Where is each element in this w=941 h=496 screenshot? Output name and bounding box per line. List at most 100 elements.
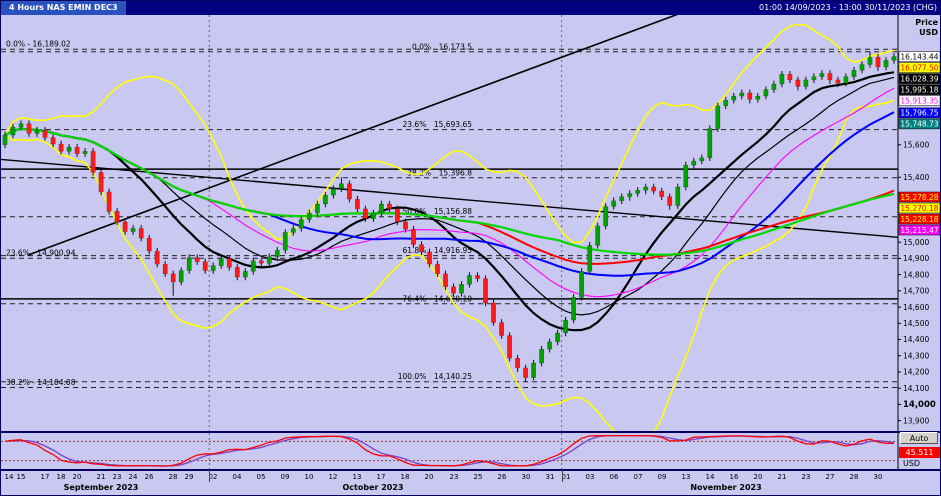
date-axis: 14 15 17 18 20 21 23 24 26 28 29 02 04 05 09 10 12 13 17 18… bbox=[1, 470, 940, 495]
date-tick-label: 15 bbox=[16, 473, 26, 481]
price-box-value: 16,143.44 bbox=[900, 52, 938, 61]
candlesticks bbox=[2, 51, 897, 382]
fib-level-label: 50.0% 15,156.88 bbox=[403, 207, 473, 216]
fib-level-label: 61.8% 14,916.95 bbox=[403, 246, 473, 255]
date-tick-label: 17 bbox=[376, 473, 386, 481]
price-box bbox=[898, 213, 940, 225]
date-tick-label: 13 bbox=[352, 473, 362, 481]
auto-scale-button[interactable]: Auto bbox=[900, 432, 938, 444]
fib-left-label: 0.0% - 16,189.02 bbox=[6, 40, 71, 49]
date-tick-label: 25 bbox=[473, 473, 483, 481]
month-label: October 2023 bbox=[342, 483, 404, 492]
bollinger-upper-band bbox=[4, 23, 895, 244]
moving-average-14 bbox=[4, 71, 895, 332]
price-box bbox=[898, 62, 940, 73]
price-tick-label: 14,300 bbox=[903, 351, 929, 360]
price-box bbox=[898, 73, 940, 84]
price-box-value: 16,077.50 bbox=[900, 63, 938, 72]
date-tick-label: 10 bbox=[304, 473, 314, 481]
price-box-value: 15,995.18 bbox=[900, 85, 938, 94]
moving-average-70 bbox=[4, 127, 895, 256]
price-box bbox=[898, 95, 940, 106]
date-tick-label: 30 bbox=[873, 473, 883, 481]
fib-level-label: 100.0% 14,140.25 bbox=[398, 372, 472, 381]
date-tick-label: 21 bbox=[777, 473, 787, 481]
date-tick-label: 20 bbox=[72, 473, 82, 481]
price-label-boxes: 16,143.44 16,077.50 16,028.39 15,995.18 15,9… bbox=[898, 51, 940, 236]
date-tick-label: 07 bbox=[633, 473, 643, 481]
price-tick-label: 14,600 bbox=[903, 303, 929, 312]
oscillator-value-box: 45.511 bbox=[899, 447, 940, 458]
bollinger-lower-band bbox=[4, 99, 895, 432]
oscillator-unit-label: USD bbox=[903, 459, 921, 468]
fib-left-label: 38.2% - 14,104.08 bbox=[6, 378, 76, 387]
trendline bbox=[27, 15, 679, 256]
date-tick-label: 27 bbox=[825, 473, 835, 481]
price-box-value: 15,748.73 bbox=[900, 120, 938, 129]
price-tick-label: 14,100 bbox=[903, 384, 929, 393]
price-tick-label: 14,500 bbox=[903, 319, 929, 328]
date-tick-label: 24 bbox=[128, 473, 138, 481]
date-tick-label: 26 bbox=[144, 473, 154, 481]
fib-level-label: 0.0% 16,173.5 bbox=[412, 42, 472, 51]
date-tick-label: 09 bbox=[657, 473, 667, 481]
price-box bbox=[898, 202, 940, 214]
fib-left-label: 23.6% - 14,900.94 bbox=[6, 249, 76, 258]
month-separator bbox=[562, 470, 563, 482]
moving-average-60 bbox=[4, 127, 895, 265]
price-box bbox=[898, 107, 940, 119]
price-box-value: 15,796.75 bbox=[900, 109, 938, 118]
date-tick-label: 12 bbox=[328, 473, 338, 481]
date-tick-label: 14 bbox=[4, 473, 14, 481]
price-box bbox=[898, 118, 940, 130]
date-tick-label: 31 bbox=[545, 473, 555, 481]
date-tick-label: 18 bbox=[400, 473, 410, 481]
price-box bbox=[898, 191, 940, 203]
stochastic-d-line bbox=[4, 434, 895, 467]
date-tick-label: 20 bbox=[424, 473, 434, 481]
date-tick-label: 23 bbox=[801, 473, 811, 481]
price-box bbox=[898, 51, 940, 62]
price-tick-label: 14,700 bbox=[903, 287, 929, 296]
price-tick-label: 14,200 bbox=[903, 368, 929, 377]
date-tick-label: 16 bbox=[729, 473, 739, 481]
date-tick-label: 03 bbox=[585, 473, 595, 481]
date-tick-label: 23 bbox=[449, 473, 459, 481]
price-tick-label: 14,400 bbox=[903, 335, 929, 344]
date-tick-label: 09 bbox=[280, 473, 290, 481]
date-tick-label: 29 bbox=[184, 473, 194, 481]
date-tick-label: 13 bbox=[681, 473, 691, 481]
fib-level-label: 38.2% 15,396.8 bbox=[407, 168, 472, 177]
stochastic-k-line bbox=[4, 434, 894, 467]
price-box-value: 15,228.18 bbox=[900, 215, 938, 224]
price-box-value: 15,270.18 bbox=[900, 204, 938, 213]
price-box bbox=[898, 224, 940, 236]
date-tick-label: 18 bbox=[56, 473, 66, 481]
date-tick-label: 17 bbox=[40, 473, 50, 481]
title-bar: 4 Hours NAS EMIN DEC3 01:00 14/09/2023 -… bbox=[1, 1, 940, 15]
price-tick-label: 15,400 bbox=[903, 173, 929, 182]
date-tick-label: 01 bbox=[561, 473, 571, 481]
date-tick-label: 26 bbox=[497, 473, 507, 481]
main-plot-area[interactable]: 0.0% 16,173.5 23.6% 15,693.65 38.2% 15,396… bbox=[1, 1, 898, 445]
date-tick-label: 30 bbox=[521, 473, 531, 481]
moving-average-20 bbox=[4, 76, 895, 316]
price-tick-label: 13,900 bbox=[903, 416, 929, 425]
date-tick-label: 20 bbox=[753, 473, 763, 481]
price-box-value: 15,278.28 bbox=[900, 193, 938, 202]
price-axis-title: Price USD bbox=[915, 18, 938, 37]
oscillator-plot-area[interactable] bbox=[1, 433, 898, 469]
month-label: November 2023 bbox=[690, 483, 762, 492]
month-label: September 2023 bbox=[63, 483, 139, 492]
date-tick-label: 06 bbox=[609, 473, 619, 481]
month-separator bbox=[209, 470, 210, 482]
chart-title: 4 Hours NAS EMIN DEC3 bbox=[1, 1, 126, 15]
date-tick-label: 04 bbox=[232, 473, 242, 481]
fib-level-label: 23.6% 15,693.65 bbox=[403, 120, 473, 129]
price-tick-label: 15,000 bbox=[903, 238, 929, 247]
price-tick-label: 14,800 bbox=[903, 270, 929, 279]
date-tick-label: 28 bbox=[849, 473, 859, 481]
price-box-value: 16,028.39 bbox=[900, 74, 938, 83]
